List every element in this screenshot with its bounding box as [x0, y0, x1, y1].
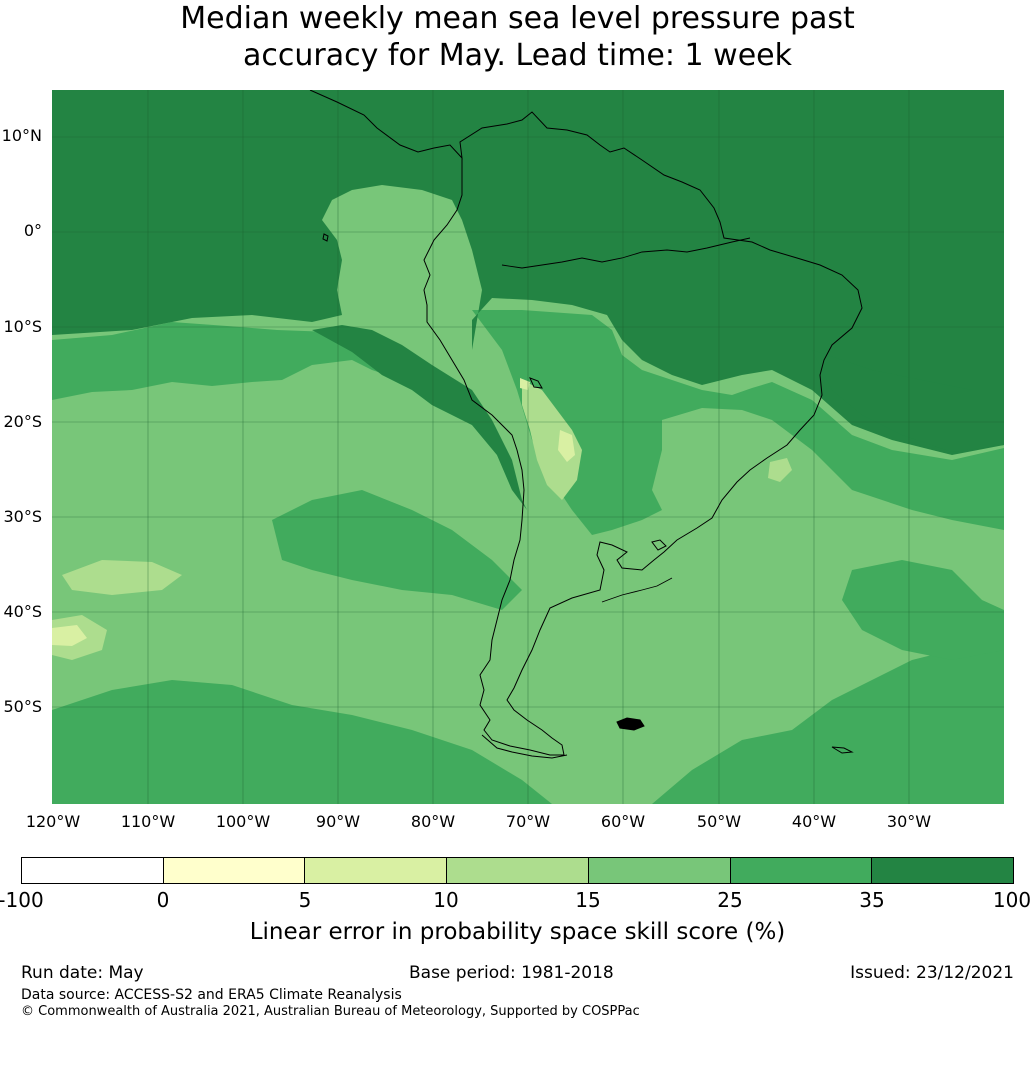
lon-label-40w: 40°W [791, 812, 837, 831]
run-date: Run date: May [21, 963, 144, 983]
falkland-islands [616, 717, 645, 731]
zone-5-10-andes-north [520, 378, 530, 390]
zone-25-35-southeast [652, 640, 1004, 804]
colorbar-segment-35-100 [872, 858, 1014, 883]
amazon-river [501, 237, 751, 269]
lat-label-10n: 10°N [1, 126, 42, 145]
lon-label-50w: 50°W [696, 812, 742, 831]
colorbar-tick-25: 25 [717, 888, 743, 912]
south-georgia [831, 746, 854, 754]
zone-25-35-inland [472, 310, 1004, 535]
colorbar-tick-neg100: -100 [0, 888, 44, 912]
tierra-del-fuego [481, 734, 568, 759]
zone-10-15-brazil-coast [768, 458, 792, 482]
colorbar-tick-10: 10 [433, 888, 459, 912]
rio-de-la-plata [601, 577, 673, 603]
colorbar-segment-neg100-0 [22, 858, 164, 883]
zone-25-35-east-patch [842, 560, 1004, 660]
lon-label-80w: 80°W [410, 812, 456, 831]
copyright-notice: © Commonwealth of Australia 2021, Austra… [21, 1004, 640, 1019]
lat-label-10s: 10°S [3, 317, 42, 336]
colorbar-tick-100: 100 [992, 888, 1032, 912]
lon-label-60w: 60°W [600, 812, 646, 831]
lat-label-20s: 20°S [3, 412, 42, 431]
colorbar-segment-0-5 [163, 858, 306, 883]
colorbar-label: Linear error in probability space skill … [249, 919, 786, 945]
lon-label-70w: 70°W [505, 812, 551, 831]
zone-5-10-altiplano [558, 430, 575, 462]
zone-25-35-pacific-band [52, 322, 512, 490]
lake-titicaca [529, 377, 543, 389]
zone-10-15-altiplano [522, 380, 582, 500]
map-title-line-2: accuracy for May. Lead time: 1 week [243, 38, 792, 73]
colorbar-legend [21, 857, 1014, 884]
zone-35-100-peru-chile [312, 325, 527, 510]
colorbar-tick-15: 15 [575, 888, 601, 912]
lat-label-50s: 50°S [3, 697, 42, 716]
lon-label-90w: 90°W [315, 812, 361, 831]
zone-25-35-southwest [52, 680, 552, 804]
colorbar-tick-5: 5 [298, 888, 312, 912]
lat-label-0: 0° [23, 221, 42, 240]
zone-25-35-central-south [272, 490, 522, 610]
map-title-line-1: Median weekly mean sea level pressure pa… [180, 1, 855, 36]
south-america-coastline [309, 90, 863, 756]
colorbar-segment-5-10 [305, 858, 448, 883]
skill-score-map [52, 90, 1004, 804]
lat-label-40s: 40°S [3, 602, 42, 621]
lagoa-dos-patos [651, 539, 667, 551]
galapagos [322, 233, 329, 242]
zone-35-100-atlantic [812, 350, 1004, 452]
colorbar-segment-10-15 [447, 858, 589, 883]
zone-5-10-pacific [52, 625, 87, 646]
data-source: Data source: ACCESS-S2 and ERA5 Climate … [21, 987, 402, 1003]
lon-label-110w: 110°W [120, 812, 176, 831]
lon-label-120w: 120°W [25, 812, 81, 831]
colorbar-segment-15-25 [588, 858, 731, 883]
map-gridlines [52, 90, 1004, 804]
issued-date: Issued: 23/12/2021 [850, 963, 1014, 983]
lat-label-30s: 30°S [3, 507, 42, 526]
colorbar-tick-0: 0 [156, 888, 170, 912]
colorbar-tick-35: 35 [859, 888, 885, 912]
map-title: Median weekly mean sea level pressure pa… [0, 0, 1035, 74]
lon-label-100w: 100°W [215, 812, 271, 831]
colorbar-segment-25-35 [730, 858, 873, 883]
zone-10-15-pacific-a [62, 560, 182, 595]
lon-label-30w: 30°W [886, 812, 932, 831]
base-period: Base period: 1981-2018 [409, 963, 614, 983]
